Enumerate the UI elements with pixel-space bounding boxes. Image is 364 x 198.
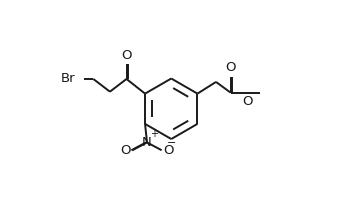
Text: O: O: [242, 95, 253, 108]
Text: O: O: [121, 49, 132, 62]
Text: Br: Br: [60, 72, 75, 86]
Text: N: N: [142, 136, 152, 149]
Text: O: O: [120, 144, 130, 157]
Text: −: −: [167, 138, 176, 148]
Text: O: O: [225, 62, 236, 74]
Text: +: +: [151, 129, 159, 139]
Text: O: O: [163, 144, 174, 157]
